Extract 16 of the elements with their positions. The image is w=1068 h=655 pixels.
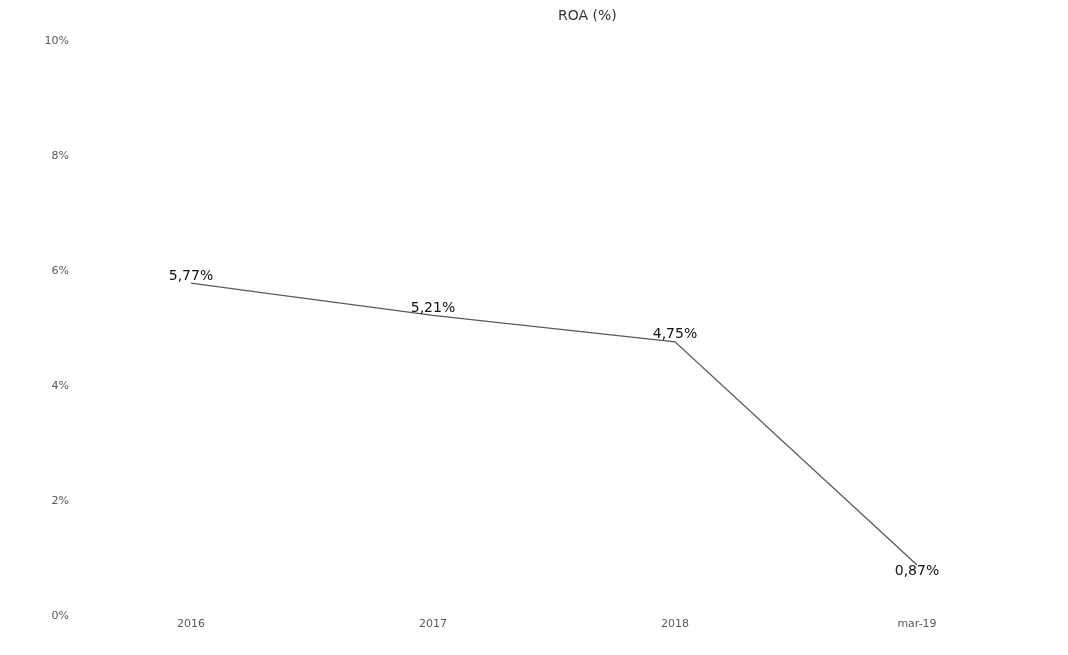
y-tick-label: 6%: [51, 263, 69, 277]
y-tick-label: 8%: [51, 148, 69, 162]
data-label: 0,87%: [894, 562, 940, 579]
y-tick-label: 4%: [51, 378, 69, 392]
y-tick-label: 10%: [44, 33, 69, 47]
x-tick-label: 2016: [177, 617, 205, 630]
x-tick-label: 2018: [661, 617, 689, 630]
x-tick-label: 2017: [419, 617, 447, 630]
line-series: [190, 282, 918, 566]
data-label: 4,75%: [652, 325, 698, 342]
data-label: 5,21%: [410, 298, 456, 315]
y-tick-label: 2%: [51, 493, 69, 507]
x-tick-label: mar-19: [897, 617, 937, 630]
data-label: 5,77%: [168, 266, 214, 283]
chart-title: ROA (%): [558, 6, 617, 23]
y-tick-label: 0%: [51, 608, 69, 622]
